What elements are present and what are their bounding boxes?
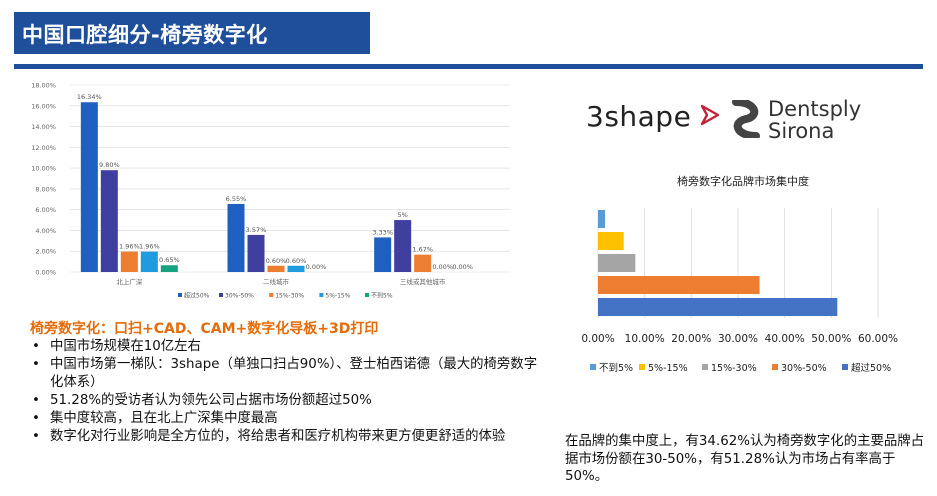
bar [287, 265, 305, 272]
legend-label: 30%-50% [781, 363, 827, 374]
bullet-item: 中国市场第一梯队：3shape（单独口扫占90%）、登士柏西诺德（最大的椅旁数字… [30, 356, 540, 392]
data-label: 0.60% [266, 257, 287, 265]
legend-label: 15%-30% [275, 293, 304, 300]
bar [267, 265, 285, 272]
legend-swatch [590, 364, 596, 370]
bar [598, 298, 838, 316]
bar [374, 237, 392, 272]
legend-swatch [639, 364, 645, 370]
x-tick-label: 30.00% [718, 333, 758, 345]
x-tick-label: 10.00% [625, 333, 665, 345]
data-label: 3.57% [246, 226, 267, 234]
bar [414, 254, 432, 272]
legend-label: 30%-50% [225, 293, 254, 300]
y-tick-label: 0.00% [35, 269, 56, 277]
y-tick-label: 12.00% [31, 144, 56, 152]
y-tick-label: 18.00% [31, 82, 56, 90]
section-subheading: 椅旁数字化：口扫+CAD、CAM+数字化导板+3D打印 [30, 321, 379, 337]
brand-concentration-chart: 椅旁数字化品牌市场集中度 0.00% 10.00% 20.00% 30.00% 40.0… [581, 174, 898, 374]
legend-swatch [219, 293, 223, 297]
x-tick-label: 20.00% [671, 333, 711, 345]
x-tick-label: 50.00% [811, 333, 851, 345]
legend-swatch [772, 364, 778, 370]
data-label: 1.67% [412, 246, 433, 254]
legend-swatch [702, 364, 708, 370]
data-label: 6.55% [226, 195, 247, 203]
bullet-item: 集中度较高，且在北上广深集中度最高 [30, 410, 540, 428]
x-tick-label: 40.00% [765, 333, 805, 345]
y-tick-label: 10.00% [31, 165, 56, 173]
y-tick-label: 6.00% [35, 206, 56, 214]
concentration-summary: 在品牌的集中度上，有34.62%认为椅旁数字化的主要品牌占据市场份额在30-50… [565, 434, 925, 484]
city-distribution-chart: 0.00% 2.00% 4.00% 6.00% 8.00% 10.00% 12.00% 14.… [31, 82, 510, 300]
legend-label: 不到5% [599, 362, 633, 374]
dentsply-logo-line1: Dentsply [768, 97, 862, 121]
data-label: 0.60% [286, 257, 307, 265]
bullet-item: 51.28%的受访者认为领先公司占据市场份额超过50% [30, 392, 540, 410]
y-tick-label: 2.00% [35, 248, 56, 256]
title-bar [14, 12, 370, 54]
legend-label: 5%-15% [648, 363, 688, 374]
category-label: 三线或其他城市 [400, 277, 446, 286]
legend-swatch [319, 293, 324, 297]
legend-label: 超过50% [184, 292, 210, 300]
legend-swatch [365, 293, 369, 297]
legend-swatch [842, 364, 848, 370]
x-tick-label: 0.00% [581, 333, 614, 345]
data-label: 0.00% [432, 263, 453, 271]
bar [227, 203, 245, 272]
bar [598, 276, 760, 294]
dentsply-logo-line2: Sirona [768, 119, 835, 143]
data-label: 16.34% [77, 93, 102, 101]
bar [598, 254, 636, 272]
bullet-item: 数字化对行业影响是全方位的，将给患者和医疗机构带来更方便更舒适的体验 [30, 428, 540, 446]
bar [160, 265, 178, 272]
chart-title: 椅旁数字化品牌市场集中度 [677, 174, 809, 188]
3shape-logo: 3shape [586, 100, 692, 133]
data-label: 0.65% [159, 256, 180, 264]
bar [120, 251, 138, 272]
bar [598, 232, 624, 250]
dentsply-sirona-logo: Dentsply Sirona [768, 98, 861, 142]
y-tick-label: 4.00% [35, 227, 56, 235]
bar [598, 210, 605, 228]
legend-label: 5%-15% [325, 293, 350, 300]
data-label: 5% [398, 211, 408, 219]
bullet-list: 中国市场规模在10亿左右 中国市场第一梯队：3shape（单独口扫占90%）、登… [30, 338, 540, 446]
bar [140, 251, 158, 272]
page-title: 中国口腔细分-椅旁数字化 [22, 23, 268, 47]
bar [247, 234, 265, 272]
data-label: 0.00% [306, 263, 327, 271]
legend-swatch [269, 293, 274, 297]
bar [100, 170, 118, 272]
y-tick-label: 16.00% [31, 102, 56, 110]
legend-label: 不到5% [371, 293, 393, 300]
data-label: 9.80% [99, 161, 120, 169]
3shape-mark-icon [700, 104, 720, 126]
y-tick-label: 8.00% [35, 185, 56, 193]
bar [80, 102, 98, 272]
category-label: 二线城市 [263, 277, 290, 286]
data-label: 1.96% [139, 243, 160, 251]
data-label: 3.33% [372, 228, 393, 236]
y-tick-label: 14.00% [31, 123, 56, 131]
dentsply-sirona-mark-icon [732, 100, 760, 138]
bullet-item: 中国市场规模在10亿左右 [30, 338, 540, 356]
category-label: 北上广深 [116, 277, 143, 286]
x-tick-label: 60.00% [858, 333, 898, 345]
legend-label: 超过50% [851, 362, 891, 374]
legend-label: 15%-30% [711, 363, 757, 374]
data-label: 0.00% [452, 263, 473, 271]
bar [394, 220, 412, 272]
header-rule [14, 64, 923, 69]
data-label: 1.96% [119, 243, 140, 251]
legend-swatch [178, 293, 182, 297]
